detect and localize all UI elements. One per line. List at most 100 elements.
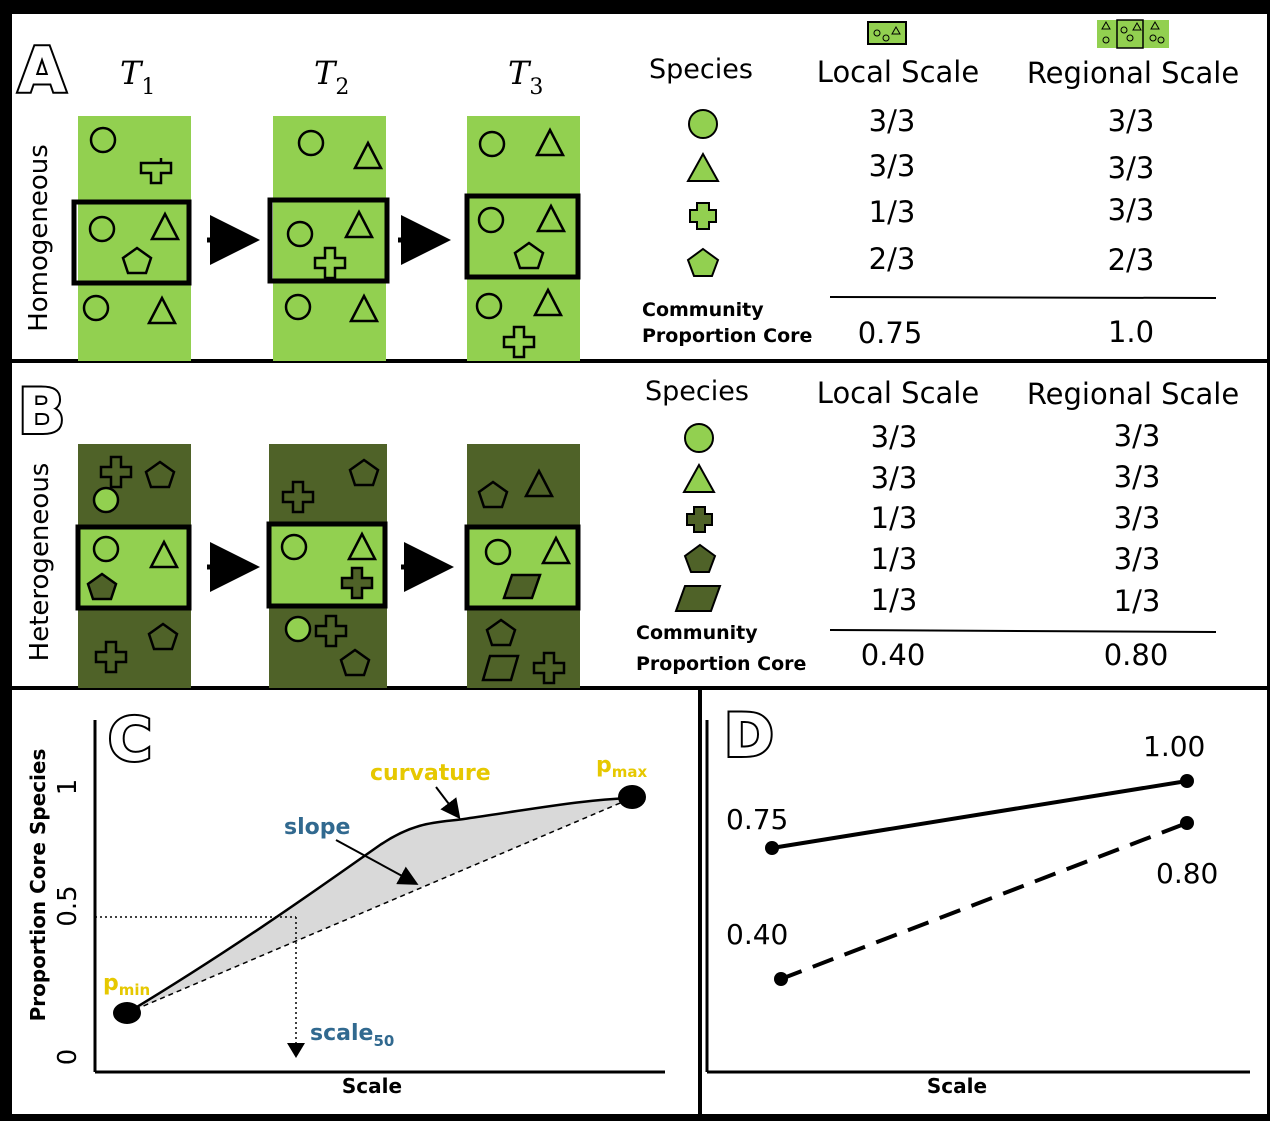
local-value: 1/3 [869, 195, 916, 229]
pentagon-species [339, 648, 371, 677]
series-heterogeneous: 0.40 0.80 [726, 816, 1218, 986]
species-header: Species [645, 376, 749, 407]
x-axis-label: Scale [342, 1074, 402, 1098]
circle-species-icon [688, 109, 718, 139]
triangle-species [535, 203, 567, 233]
triangle-species-icon [682, 462, 716, 493]
pentagon-species [513, 241, 545, 270]
summary-divider [829, 629, 1217, 633]
pentagon-species [485, 618, 517, 647]
cross-species [99, 455, 133, 489]
panel-a: A Homogeneous T1 T2 T3 [16, 19, 1239, 361]
cross-species [281, 480, 315, 514]
time-label-t2: T2 [314, 54, 349, 100]
panel-b-letter: B [18, 375, 65, 448]
pentagon-species [86, 572, 118, 601]
pentagon-species [348, 458, 380, 487]
series-line-solid [771, 779, 1188, 850]
circle-species [475, 292, 503, 320]
panel-c: C Proportion Core Species Scale 0 0.5 1 … [26, 703, 665, 1098]
parallelogram-species [481, 654, 520, 682]
triangle-species [348, 293, 380, 323]
regional-value: 1/3 [1114, 584, 1161, 618]
svg-text:T2: T2 [314, 54, 349, 100]
regional-value: 2/3 [1108, 243, 1155, 277]
triangle-species [346, 531, 378, 561]
end-value-label: 0.80 [1156, 857, 1218, 890]
species-header: Species [649, 54, 753, 85]
start-value-label: 0.40 [726, 918, 788, 951]
time-label-t3: T3 [508, 54, 543, 100]
circle-species [284, 615, 312, 643]
regional-value: 3/3 [1114, 419, 1161, 453]
series-point-start [765, 841, 779, 855]
p-min-label: pmin [103, 971, 150, 999]
y-tick-label: 1 [53, 779, 83, 796]
triangle-species [343, 209, 375, 239]
summary-local-value: 0.40 [861, 638, 926, 672]
panel-c-letter: C [108, 705, 152, 775]
svg-text:T3: T3 [508, 54, 543, 100]
series-point-end [1180, 816, 1194, 830]
landscape-b-t3 [464, 444, 581, 688]
cross-species-icon [689, 202, 717, 230]
regional-scale-icon [1097, 19, 1169, 49]
pentagon-species [147, 622, 179, 651]
curvature-arrow [435, 786, 461, 820]
table-a: Species Local Scale Regional Scale [642, 19, 1239, 350]
triangle-species [149, 211, 181, 241]
local-value: 3/3 [869, 104, 916, 138]
cross-species [340, 566, 374, 600]
panel-d-letter: D [724, 701, 774, 771]
parallelogram-species [502, 573, 542, 600]
local-site-box [464, 193, 581, 280]
p-max-point [618, 785, 646, 809]
cross-species [313, 246, 347, 280]
y-axis-label: Proportion Core Species [26, 749, 50, 1022]
cross-species-icon [686, 506, 713, 533]
cross-species [139, 158, 173, 185]
series-line-dashed [780, 821, 1188, 981]
landscape-a-t1 [71, 116, 192, 361]
regional-value: 3/3 [1108, 193, 1155, 227]
circle-species [478, 130, 506, 158]
pentagon-species-icon [683, 543, 717, 573]
triangle-species [146, 295, 178, 325]
summary-divider [829, 296, 1217, 299]
summary-label-line2: Proportion Core [636, 653, 806, 675]
pentagon-species [477, 480, 509, 509]
landscape-b-t2 [266, 444, 388, 688]
triangle-species [352, 140, 384, 170]
scale50-label: scale50 [310, 1021, 394, 1050]
local-site-box [71, 199, 192, 286]
series-point-end [1180, 774, 1194, 788]
circle-species [89, 126, 117, 154]
summary-regional-value: 1.0 [1108, 315, 1154, 349]
svg-text:T1: T1 [120, 54, 155, 100]
circle-species [82, 294, 110, 322]
local-value: 3/3 [871, 461, 918, 495]
regional-value: 3/3 [1108, 104, 1155, 138]
p-min-point [113, 1002, 141, 1024]
local-value: 3/3 [869, 149, 916, 183]
pentagon-species [144, 460, 176, 489]
regional-value: 3/3 [1114, 542, 1161, 576]
panel-a-side-label: Homogeneous [24, 144, 54, 332]
local-value: 1/3 [871, 583, 918, 617]
local-value: 1/3 [871, 501, 918, 535]
series-point-start [774, 972, 788, 986]
panel-a-letter: A [18, 34, 66, 107]
pentagon-species [121, 246, 153, 275]
summary-label-line1: Community [642, 299, 764, 321]
circle-species [92, 486, 120, 514]
triangle-species [523, 468, 555, 498]
linear-reference-line [126, 797, 633, 1014]
circle-species [477, 206, 505, 234]
regional-value: 3/3 [1108, 151, 1155, 185]
x-axis-label: Scale [927, 1074, 987, 1098]
landscape-b-t1 [75, 444, 192, 688]
cross-species [94, 640, 128, 674]
local-value: 1/3 [871, 542, 918, 576]
local-value: 3/3 [871, 420, 918, 454]
regional-value: 3/3 [1114, 501, 1161, 535]
